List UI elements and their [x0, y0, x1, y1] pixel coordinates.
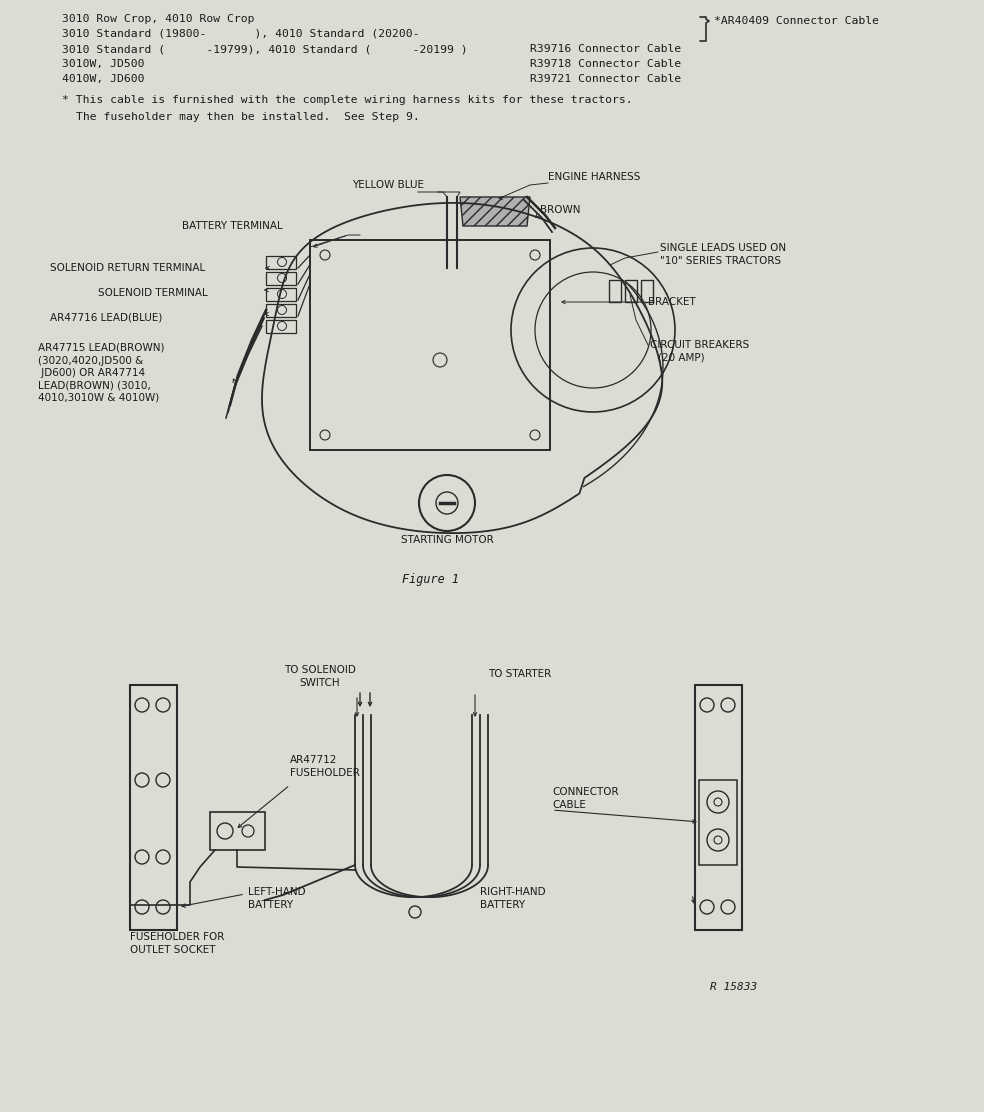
Polygon shape	[460, 197, 530, 226]
Text: BATTERY TERMINAL: BATTERY TERMINAL	[182, 221, 282, 231]
Text: 4010,3010W & 4010W): 4010,3010W & 4010W)	[38, 393, 159, 403]
Text: STARTING MOTOR: STARTING MOTOR	[400, 535, 493, 545]
Text: 3010 Standard (      -19799), 4010 Standard (      -20199 ): 3010 Standard ( -19799), 4010 Standard (…	[62, 44, 467, 54]
Bar	[310, 240, 550, 450]
Text: R39721 Connector Cable: R39721 Connector Cable	[530, 75, 681, 85]
Bar	[266, 304, 296, 317]
Text: TO SOLENOID: TO SOLENOID	[284, 665, 356, 675]
Text: *AR40409 Connector Cable: *AR40409 Connector Cable	[714, 16, 879, 26]
Bar	[266, 288, 296, 301]
Text: R 15833: R 15833	[710, 982, 758, 992]
Bar	[641, 280, 653, 302]
Bar	[699, 780, 737, 865]
Bar	[609, 280, 621, 302]
Text: OUTLET SOCKET: OUTLET SOCKET	[130, 945, 215, 955]
Bar	[130, 685, 177, 930]
Text: SINGLE LEADS USED ON: SINGLE LEADS USED ON	[660, 244, 786, 254]
Bar	[266, 256, 296, 269]
Text: TO STARTER: TO STARTER	[488, 669, 551, 679]
Text: AR47712: AR47712	[290, 755, 338, 765]
Text: CABLE: CABLE	[552, 800, 585, 810]
Bar	[266, 320, 296, 332]
Text: SOLENOID TERMINAL: SOLENOID TERMINAL	[98, 288, 208, 298]
Text: R39716 Connector Cable: R39716 Connector Cable	[530, 44, 681, 54]
Text: FUSEHOLDER FOR: FUSEHOLDER FOR	[130, 932, 224, 942]
Text: BATTERY: BATTERY	[248, 900, 293, 910]
Text: Figure 1: Figure 1	[401, 573, 459, 586]
Text: The fuseholder may then be installed.  See Step 9.: The fuseholder may then be installed. Se…	[76, 112, 420, 122]
Text: (3020,4020,JD500 &: (3020,4020,JD500 &	[38, 356, 144, 366]
Text: FUSEHOLDER: FUSEHOLDER	[290, 768, 360, 778]
Text: 3010 Standard (19800-       ), 4010 Standard (20200-: 3010 Standard (19800- ), 4010 Standard (…	[62, 29, 419, 39]
Bar	[625, 280, 637, 302]
Text: SWITCH: SWITCH	[300, 678, 340, 688]
Text: JD600) OR AR47714: JD600) OR AR47714	[38, 368, 145, 378]
Text: AR47716 LEAD(BLUE): AR47716 LEAD(BLUE)	[50, 312, 162, 322]
Bar	[266, 272, 296, 285]
Text: ENGINE HARNESS: ENGINE HARNESS	[548, 172, 641, 182]
Text: BATTERY: BATTERY	[480, 900, 525, 910]
Text: LEAD(BROWN) (3010,: LEAD(BROWN) (3010,	[38, 380, 151, 390]
Text: CIRCUIT BREAKERS: CIRCUIT BREAKERS	[650, 340, 749, 350]
Text: 3010 Row Crop, 4010 Row Crop: 3010 Row Crop, 4010 Row Crop	[62, 14, 255, 24]
Text: YELLOW BLUE: YELLOW BLUE	[352, 180, 424, 190]
Text: (20 AMP): (20 AMP)	[658, 353, 705, 363]
Text: BRACKET: BRACKET	[648, 297, 696, 307]
Bar	[210, 812, 265, 850]
Text: "10" SERIES TRACTORS: "10" SERIES TRACTORS	[660, 256, 781, 266]
Bar	[695, 685, 742, 930]
Text: CONNECTOR: CONNECTOR	[552, 787, 619, 797]
Text: * This cable is furnished with the complete wiring harness kits for these tracto: * This cable is furnished with the compl…	[62, 95, 633, 105]
Text: R39718 Connector Cable: R39718 Connector Cable	[530, 59, 681, 69]
Text: AR47715 LEAD(BROWN): AR47715 LEAD(BROWN)	[38, 342, 164, 353]
Text: 4010W, JD600: 4010W, JD600	[62, 75, 145, 85]
Text: SOLENOID RETURN TERMINAL: SOLENOID RETURN TERMINAL	[50, 264, 206, 274]
Text: RIGHT-HAND: RIGHT-HAND	[480, 887, 545, 897]
Text: BROWN: BROWN	[540, 205, 581, 215]
Text: 3010W, JD500: 3010W, JD500	[62, 59, 145, 69]
Text: LEFT-HAND: LEFT-HAND	[248, 887, 306, 897]
